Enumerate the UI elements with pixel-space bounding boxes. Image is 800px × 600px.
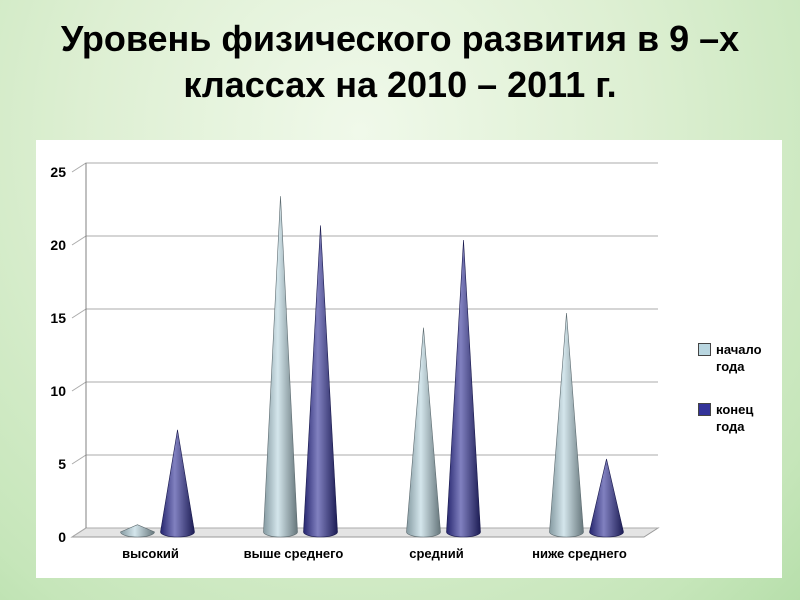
legend-swatch-series-1: [698, 343, 711, 356]
title-line-1: Уровень физического развития в 9 –х: [60, 18, 740, 59]
cone-chart: 0 5 10 15 20 25 высокий выше среднего средний ниж…: [50, 162, 660, 561]
cone-series-1-category-4: [549, 312, 584, 538]
cone-series-2-category-3: [446, 239, 481, 538]
category-label-4: ниже среднего: [532, 546, 627, 561]
legend-label-series-2: конец года: [716, 401, 754, 434]
y-axis-label-5: 5: [58, 456, 66, 472]
chart-legend: начало года конец года: [698, 342, 778, 436]
cone-series-1-category-2: [263, 196, 298, 538]
gridline-25: [71, 162, 658, 173]
cone-series-1-category-3: [406, 327, 441, 538]
slide-title: Уровень физического развития в 9 –х клас…: [0, 16, 800, 108]
gridline-20: [71, 235, 658, 246]
cone-series-2-category-4: [589, 458, 624, 538]
title-line-2: классах на 2010 – 2011 г.: [183, 64, 617, 106]
cone-series-2-category-1: [160, 429, 195, 538]
category-label-3: средний: [409, 546, 464, 561]
y-axis-label-15: 15: [50, 310, 66, 326]
y-axis-label-10: 10: [50, 383, 66, 399]
category-label-2: выше среднего: [244, 546, 344, 561]
y-axis-label-25: 25: [50, 164, 66, 180]
chart-panel: 0 5 10 15 20 25 высокий выше среднего средний ниж…: [36, 140, 782, 578]
category-label-1: высокий: [122, 546, 179, 561]
y-axis-label-20: 20: [50, 237, 66, 253]
y-axis-label-0: 0: [58, 529, 66, 545]
legend-swatch-series-2: [698, 402, 711, 416]
gridline-15: [71, 308, 658, 319]
cone-series-1-category-1: [120, 524, 155, 538]
legend-item-series-1: начало года: [698, 342, 778, 376]
cone-series-2-category-2: [303, 225, 338, 538]
legend-item-series-2: конец года: [698, 402, 778, 436]
legend-label-series-1: начало года: [716, 342, 762, 374]
